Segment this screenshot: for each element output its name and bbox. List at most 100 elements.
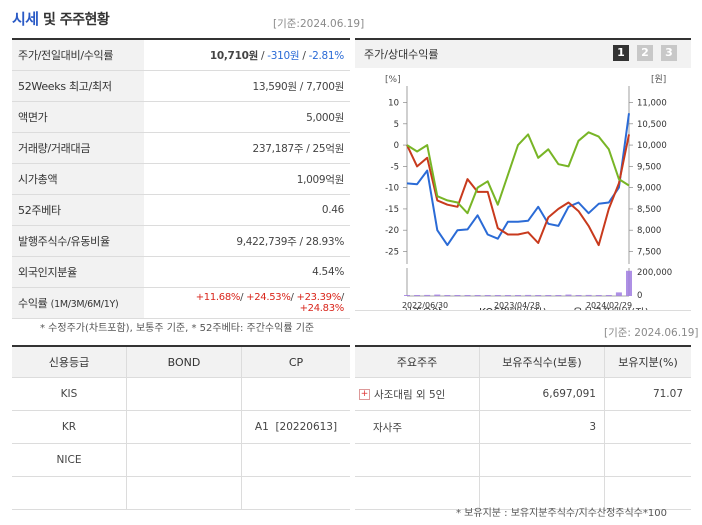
chart-tab-2-button[interactable]: 2 bbox=[637, 45, 653, 61]
volume-bar bbox=[615, 292, 622, 296]
row-label: 외국인지분율 bbox=[12, 256, 144, 288]
table-row: 52주베타 0.46 bbox=[12, 194, 350, 226]
bond-cell bbox=[126, 410, 242, 444]
cp-cell bbox=[241, 476, 350, 510]
volume-bar bbox=[565, 294, 572, 296]
volume-bar bbox=[535, 295, 542, 296]
agency-cell: NICE bbox=[12, 443, 127, 477]
right-tick-label: 8,000 bbox=[637, 226, 661, 236]
table-row: 외국인지분율 4.54% bbox=[12, 256, 350, 288]
volume-bar bbox=[424, 294, 431, 296]
row-value: 5,000원 bbox=[144, 101, 350, 133]
return-1m: +11.68% bbox=[195, 292, 241, 303]
x-tick-label: 2022/06/30 bbox=[402, 301, 448, 310]
col-header: 보유주식수(보통) bbox=[479, 345, 605, 378]
volume-bar bbox=[474, 295, 481, 296]
col-header: 신용등급 bbox=[12, 345, 127, 378]
legend-label: 사조오양 bbox=[403, 307, 442, 310]
volume-tick-label: 0 bbox=[637, 291, 642, 301]
holder-shares: 6,697,091 bbox=[479, 377, 605, 411]
table-row: + 사조대림 외 5인 6,697,091 71.07 bbox=[355, 377, 691, 411]
credit-rating-table: 신용등급 BOND CP KIS KR A1 [20220613] NICE bbox=[12, 345, 350, 510]
quote-table: 주가/전일대비/수익률 10,710원 / -310원 / -2.81% 52W… bbox=[12, 38, 350, 319]
volume-bar bbox=[575, 295, 582, 296]
volume-bar bbox=[605, 295, 612, 296]
current-price: 10,710원 bbox=[209, 49, 258, 62]
col-header: BOND bbox=[126, 345, 242, 378]
volume-bar bbox=[515, 295, 521, 296]
left-tick-label: 0 bbox=[394, 141, 399, 151]
row-value: 0.46 bbox=[144, 194, 350, 226]
row-label: 주가/전일대비/수익률 bbox=[12, 38, 144, 71]
series-line bbox=[406, 134, 630, 247]
right-tick-label: 10,000 bbox=[637, 141, 667, 151]
row-value: 1,009억원 bbox=[144, 163, 350, 195]
row-label: 거래량/거래대금 bbox=[12, 132, 144, 164]
return-1y: +24.83% bbox=[299, 303, 345, 314]
chart-panel-title: 주가/상대수익률 bbox=[364, 48, 439, 61]
col-header: CP bbox=[241, 345, 350, 378]
table-row: 거래량/거래대금 237,187주 / 25억원 bbox=[12, 132, 350, 164]
x-tick-label: 2024/02/29 bbox=[586, 301, 632, 310]
holder-name-cell: + 사조대림 외 5인 bbox=[355, 377, 480, 411]
shareholder-footnote: * 보유지분 : 보유지분주식수/지수산정주식수*100 bbox=[456, 508, 667, 519]
volume-bar bbox=[444, 295, 451, 296]
shareholder-date: [기준: 2024.06.19] bbox=[604, 327, 699, 339]
right-tick-label: 7,500 bbox=[637, 247, 661, 257]
left-axis-unit: [%] bbox=[385, 75, 401, 85]
right-tick-label: 11,000 bbox=[637, 99, 667, 109]
volume-tick-label: 200,000 bbox=[637, 268, 672, 278]
price-value: 10,710원 / -310원 / -2.81% bbox=[144, 38, 350, 71]
quote-date: [기준:2024.06.19] bbox=[273, 18, 365, 30]
row-value: 9,422,739주 / 28.93% bbox=[144, 225, 350, 257]
row-value: 4.54% bbox=[144, 256, 350, 288]
table-row: 수익률 (1M/3M/6M/1Y) +11.68%/ +24.53%/ +23.… bbox=[12, 287, 350, 319]
bond-cell bbox=[126, 377, 242, 411]
left-tick-label: 10 bbox=[388, 99, 399, 109]
table-row: NICE bbox=[12, 443, 350, 477]
agency-cell: KR bbox=[12, 410, 127, 444]
cp-cell bbox=[241, 443, 350, 477]
row-value: 237,187주 / 25억원 bbox=[144, 132, 350, 164]
row-label: 액면가 bbox=[12, 101, 144, 133]
left-tick-label: 5 bbox=[394, 120, 399, 130]
legend-label: KOSPI대비(좌) bbox=[479, 307, 547, 310]
holder-pct bbox=[604, 443, 691, 477]
return-3m: +24.53% bbox=[246, 292, 291, 303]
chart-panel: 주가/상대수익률 1 2 3 [%] [원] 10 11,000 5 10,500 0 1… bbox=[355, 38, 691, 311]
agency-cell: KIS bbox=[12, 377, 127, 411]
table-row bbox=[355, 443, 691, 477]
chart-tab-3-button[interactable]: 3 bbox=[661, 45, 677, 61]
price-change: -310원 bbox=[267, 49, 300, 62]
returns-value: +11.68%/ +24.53%/ +23.39%/ +24.83% bbox=[144, 287, 350, 319]
table-row: KR A1 [20220613] bbox=[12, 410, 350, 444]
series-line bbox=[406, 131, 630, 215]
chart-tab-1-button[interactable]: 1 bbox=[613, 45, 629, 61]
x-tick-label: 2023/04/28 bbox=[494, 301, 540, 310]
volume-bar bbox=[404, 295, 410, 296]
table-row bbox=[355, 476, 691, 510]
right-axis-unit: [원] bbox=[651, 74, 666, 85]
bond-cell bbox=[126, 476, 242, 510]
table-row: KIS bbox=[12, 377, 350, 411]
volume-bar bbox=[525, 294, 532, 296]
holder-pct: 71.07 bbox=[604, 377, 691, 411]
holder-name: 사조대림 외 5인 bbox=[374, 388, 446, 401]
page-title-rest: 및 주주현황 bbox=[38, 12, 110, 28]
volume-bar bbox=[585, 294, 592, 296]
cp-cell bbox=[241, 377, 350, 411]
left-tick-label: -5 bbox=[391, 162, 399, 172]
table-header-row: 주요주주 보유주식수(보통) 보유지분(%) bbox=[355, 345, 691, 378]
table-row: 52Weeks 최고/최저 13,590원 / 7,700원 bbox=[12, 70, 350, 102]
shareholders-table: 주요주주 보유주식수(보통) 보유지분(%) + 사조대림 외 5인 6,697,… bbox=[355, 345, 691, 510]
holder-pct bbox=[604, 476, 691, 510]
volume-bar bbox=[464, 295, 471, 296]
holder-shares: 3 bbox=[479, 410, 605, 444]
row-label: 52주베타 bbox=[12, 194, 144, 226]
volume-bar bbox=[555, 295, 562, 296]
return-6m: +23.39% bbox=[296, 292, 342, 303]
row-label: 시가총액 bbox=[12, 163, 144, 195]
left-tick-label: -25 bbox=[385, 247, 399, 257]
plus-icon[interactable]: + bbox=[359, 389, 370, 400]
table-row: 발행주식수/유동비율 9,422,739주 / 28.93% bbox=[12, 225, 350, 257]
